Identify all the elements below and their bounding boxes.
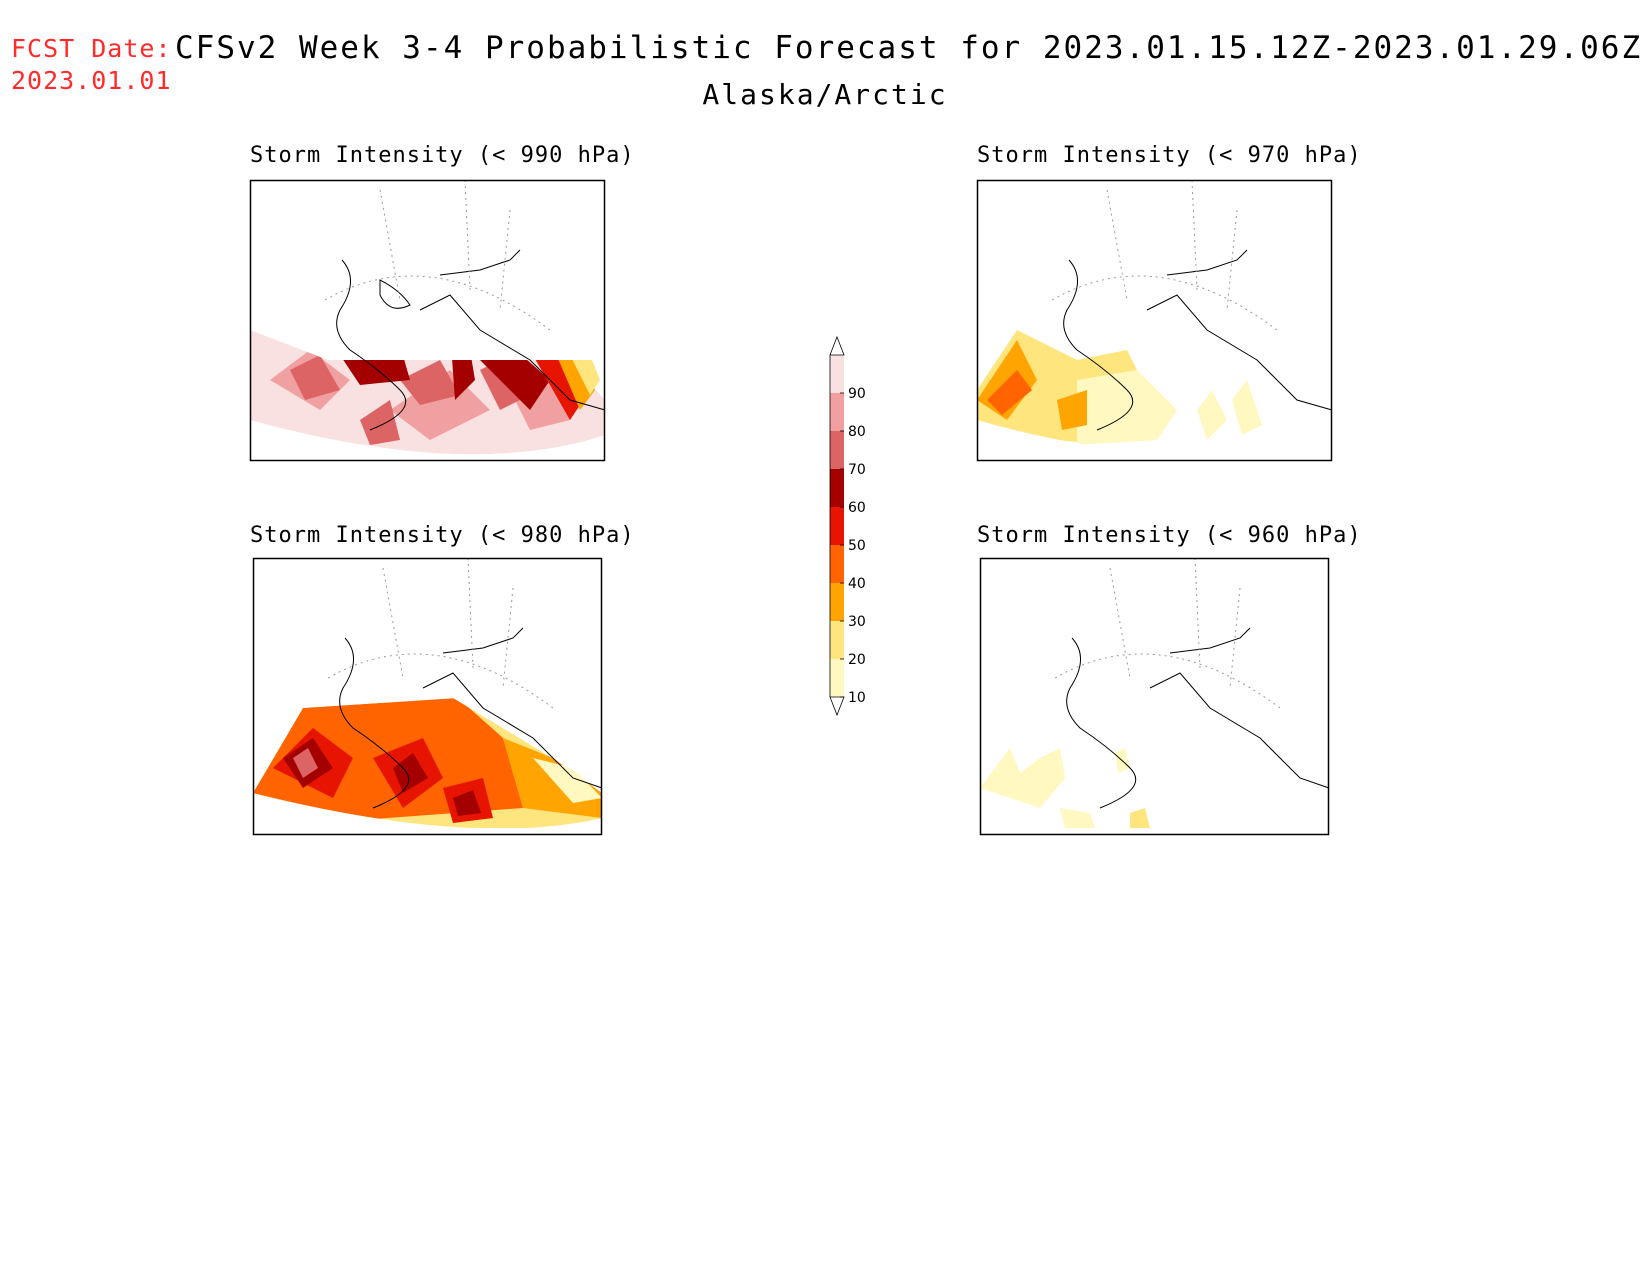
- probability-fill: [977, 330, 1262, 445]
- panel-title-970: Storm Intensity (< 970 hPa): [977, 143, 1362, 168]
- map-panel-960: [979, 557, 1330, 836]
- panel-title-960: Storm Intensity (< 960 hPa): [977, 523, 1362, 548]
- colorbar-tick-label: 40: [848, 576, 866, 592]
- colorbar-bottom-cap: [829, 696, 845, 717]
- graticule: [1054, 557, 1281, 709]
- colorbar-tick-label: 50: [848, 538, 866, 554]
- colorbar-top-cap: [829, 335, 845, 356]
- colorbar-tick-label: 30: [848, 614, 866, 630]
- coastline: [1066, 627, 1330, 809]
- fcst-date-label: FCST Date:: [11, 34, 172, 63]
- fcst-date-value: 2023.01.01: [11, 66, 172, 95]
- colorbar-segment: [830, 393, 844, 431]
- colorbar-tick-label: 70: [848, 462, 866, 478]
- graticule: [1051, 179, 1278, 331]
- colorbar-segment: [830, 621, 844, 659]
- probability-fill: [250, 330, 605, 455]
- colorbar-tick-label: 90: [848, 386, 866, 402]
- region-subtitle: Alaska/Arctic: [702, 78, 948, 111]
- colorbar: 90 80 70 60 50 40 30 20 10: [829, 335, 866, 717]
- colorbar-segment: [830, 431, 844, 469]
- map-panel-980: [252, 557, 603, 836]
- coastline: [336, 249, 606, 431]
- colorbar-segment: [830, 507, 844, 545]
- coastline: [1063, 249, 1333, 431]
- page-title: CFSv2 Week 3-4 Probabilistic Forecast fo…: [175, 30, 1643, 66]
- panel-title-980: Storm Intensity (< 980 hPa): [250, 523, 635, 548]
- colorbar-tick-label: 20: [848, 652, 866, 668]
- colorbar-segment: [830, 659, 844, 697]
- colorbar-segment: [830, 545, 844, 583]
- map-panel-970: [976, 179, 1333, 462]
- colorbar-tick-label: 60: [848, 500, 866, 516]
- panel-title-990: Storm Intensity (< 990 hPa): [250, 143, 635, 168]
- colorbar-segment: [830, 583, 844, 621]
- probability-fill: [253, 698, 602, 828]
- probability-fill: [980, 748, 1150, 828]
- graticule: [327, 557, 554, 709]
- graticule: [324, 179, 551, 331]
- colorbar-tick-label: 80: [848, 424, 866, 440]
- colorbar-segment: [830, 355, 844, 393]
- colorbar-tick-label: 10: [848, 690, 866, 706]
- map-panel-990: [249, 179, 606, 462]
- coastline: [339, 627, 603, 809]
- colorbar-segment: [830, 469, 844, 507]
